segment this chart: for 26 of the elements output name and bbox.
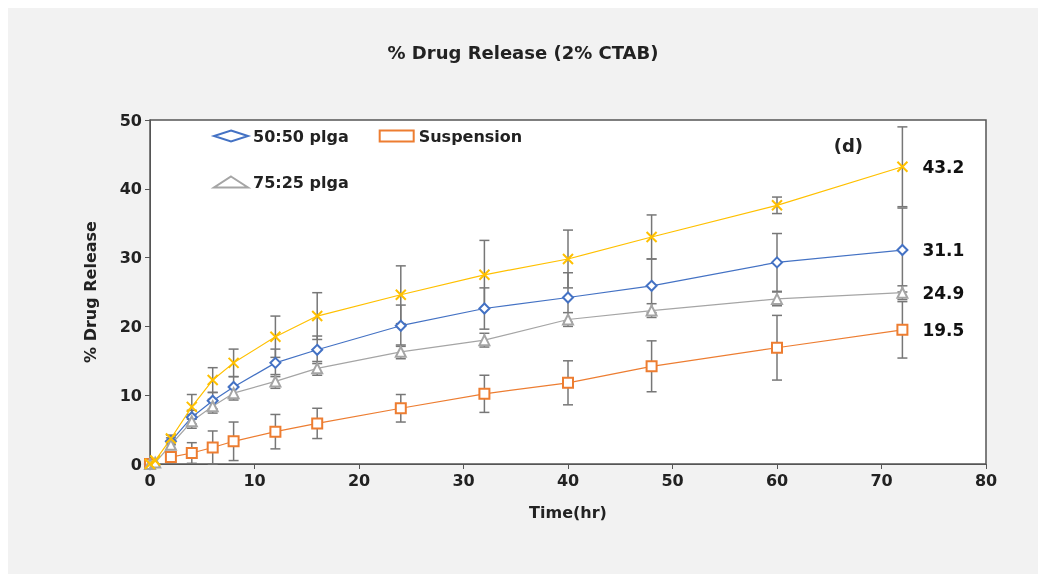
data-label: 19.5 bbox=[922, 319, 965, 340]
x-tick-label: 10 bbox=[243, 470, 266, 490]
legend-label: Suspension bbox=[418, 126, 523, 146]
x-tick-label: 40 bbox=[556, 470, 580, 490]
y-tick-label: 0 bbox=[130, 454, 142, 474]
x-tick-label: 30 bbox=[452, 470, 475, 490]
x-tick-label: 80 bbox=[974, 470, 998, 490]
y-tick-label: 40 bbox=[119, 179, 142, 199]
y-tick-label: 20 bbox=[119, 316, 142, 336]
y-axis-title: % Drug Release bbox=[80, 220, 100, 363]
annotation: (d) bbox=[833, 134, 864, 156]
x-tick-label: 50 bbox=[661, 470, 684, 490]
y-tick-label: 30 bbox=[119, 248, 142, 268]
x-tick-label: 20 bbox=[347, 470, 371, 490]
x-axis-title: Time(hr) bbox=[529, 502, 607, 522]
legend-label: 50:50 plga bbox=[253, 126, 349, 146]
y-tick-label: 50 bbox=[119, 110, 142, 130]
x-tick-label: 0 bbox=[144, 470, 156, 490]
legend-label: 75:25 plga bbox=[253, 172, 349, 192]
data-label: 24.9 bbox=[922, 282, 965, 303]
data-label: 31.1 bbox=[922, 240, 965, 261]
chart-title: % Drug Release (2% CTAB) bbox=[387, 41, 659, 63]
y-tick-label: 10 bbox=[119, 385, 142, 405]
x-tick-label: 70 bbox=[870, 470, 893, 490]
x-tick-label: 60 bbox=[765, 470, 789, 490]
data-label: 43.2 bbox=[922, 156, 965, 177]
